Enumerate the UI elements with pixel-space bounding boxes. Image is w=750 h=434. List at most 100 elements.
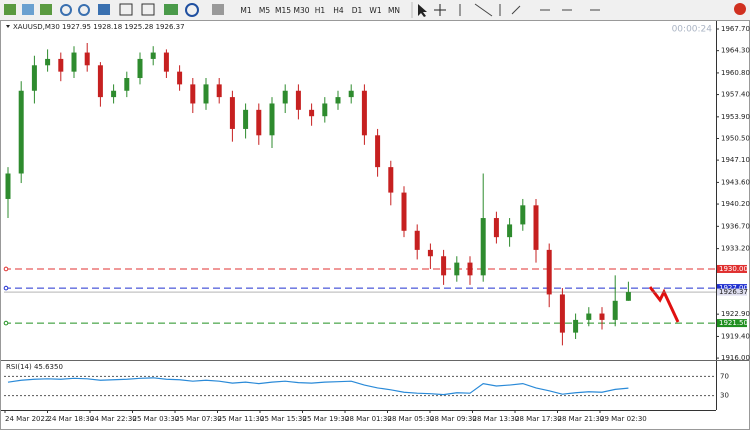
y-tick-label: 1933.20 — [721, 245, 750, 253]
timeframe-button[interactable]: MN — [388, 6, 400, 15]
candle-body — [309, 109, 315, 117]
candle-body — [5, 173, 11, 199]
timeframe-button[interactable]: H4 — [333, 6, 344, 15]
draw-tools[interactable] — [459, 3, 600, 17]
y-tick-label: 1950.50 — [721, 134, 750, 142]
level-anchor — [3, 320, 9, 326]
candle-body — [533, 205, 539, 250]
candle-body — [414, 230, 420, 250]
chart-frame — [0, 20, 750, 430]
forecast-arrow — [648, 286, 680, 323]
icon[interactable] — [119, 3, 133, 16]
level-label: 1921.50 — [719, 319, 748, 327]
candle-body — [163, 52, 169, 72]
zoom-out[interactable] — [78, 4, 90, 16]
alert-icon[interactable] — [734, 3, 746, 15]
y-tick-label: 1967.70 — [721, 25, 750, 33]
icon[interactable] — [40, 4, 52, 15]
candle-body — [203, 84, 209, 104]
x-tick-label: 24 Mar 2022 — [5, 415, 49, 423]
candle-body — [599, 313, 605, 320]
timeframe-button[interactable]: D1 — [352, 6, 363, 15]
icon[interactable] — [164, 4, 178, 15]
candle-body — [375, 135, 381, 168]
rsi-tick-label: 30 — [720, 392, 729, 400]
zoom-in[interactable] — [60, 4, 72, 16]
icon[interactable] — [185, 3, 199, 17]
candle-body — [361, 90, 367, 136]
x-tick-label: 25 Mar 03:30 — [133, 415, 180, 423]
level-label: 1930.00 — [719, 265, 748, 273]
candle-body — [282, 90, 288, 104]
candle-body — [295, 90, 301, 110]
candle-body — [243, 109, 249, 129]
candle-body — [137, 58, 143, 79]
y-tick-label: 1957.40 — [721, 91, 750, 99]
icon[interactable] — [212, 4, 224, 15]
candle-body — [18, 90, 24, 174]
y-tick-label: 1936.70 — [721, 222, 750, 230]
x-tick-label: 28 Mar 21:30 — [558, 415, 605, 423]
icon[interactable] — [98, 4, 110, 15]
candle-body — [559, 294, 565, 333]
chart-title: XAUUSD,M30 1927.95 1928.18 1925.28 1926.… — [13, 23, 185, 31]
icon[interactable] — [4, 4, 16, 15]
level-anchor — [3, 285, 9, 291]
last-price-bg — [717, 288, 747, 296]
timeframe-button[interactable]: M1 — [240, 6, 251, 15]
y-tick-label: 1922.90 — [721, 310, 750, 318]
y-tick-label: 1940.20 — [721, 200, 750, 208]
rsi-tick-label: 70 — [720, 372, 729, 380]
last-price-label: 1926.37 — [719, 288, 748, 296]
candle-body — [229, 97, 235, 129]
x-tick-label: 28 Mar 17:30 — [515, 415, 562, 423]
icon[interactable] — [141, 3, 155, 16]
x-tick-label: 25 Mar 11:30 — [218, 415, 265, 423]
candle-body — [150, 52, 156, 59]
x-tick-label: 25 Mar 07:30 — [175, 415, 222, 423]
candle-body — [177, 71, 183, 85]
candle-body — [256, 109, 262, 136]
candle-body — [348, 90, 354, 98]
y-tick-label: 1964.30 — [721, 47, 750, 55]
x-tick-label: 28 Mar 01:30 — [345, 415, 392, 423]
candle-body — [625, 292, 631, 301]
level-label-bg — [717, 264, 747, 273]
candle-body — [335, 97, 341, 104]
candle-body — [612, 300, 618, 320]
timeframe-button[interactable]: M5 — [259, 6, 270, 15]
candle-body — [520, 205, 526, 225]
x-tick-label: 24 Mar 18:30 — [48, 415, 95, 423]
symbol-marker — [6, 25, 10, 28]
cursor-tool[interactable] — [418, 4, 427, 17]
candle-body — [427, 249, 433, 257]
timeframe-button[interactable]: M15 — [275, 6, 291, 15]
x-tick-label: 28 Mar 05:30 — [388, 415, 435, 423]
y-tick-label: 1960.80 — [721, 69, 750, 77]
candle-body — [45, 58, 51, 66]
candle-body — [322, 103, 328, 117]
level-label-bg — [717, 319, 747, 328]
candle-body — [441, 256, 447, 276]
timeframe-button[interactable]: W1 — [369, 6, 381, 15]
y-tick-label: 1947.10 — [721, 156, 750, 164]
level-anchor — [3, 266, 9, 272]
x-tick-label: 25 Mar 19:30 — [303, 415, 350, 423]
crosshair-tool[interactable] — [434, 4, 446, 16]
candle-body — [269, 103, 275, 136]
toolbar-icons: M1 M5 M15 M30 H1 H4 D1 W1 MN — [4, 2, 746, 18]
candle-body — [573, 319, 579, 333]
x-tick-label: 29 Mar 02:30 — [600, 415, 647, 423]
candle-body — [454, 262, 460, 276]
candle-body — [467, 262, 473, 276]
candle-body — [493, 218, 499, 238]
y-tick-label: 1916.00 — [721, 354, 750, 362]
timeframe-button[interactable]: M30 — [293, 6, 309, 15]
icon[interactable] — [22, 4, 34, 15]
timeframe-button[interactable]: H1 — [315, 6, 326, 15]
candle-body — [216, 84, 222, 98]
y-tick-label: 1953.90 — [721, 113, 750, 121]
candle-body — [480, 218, 486, 276]
